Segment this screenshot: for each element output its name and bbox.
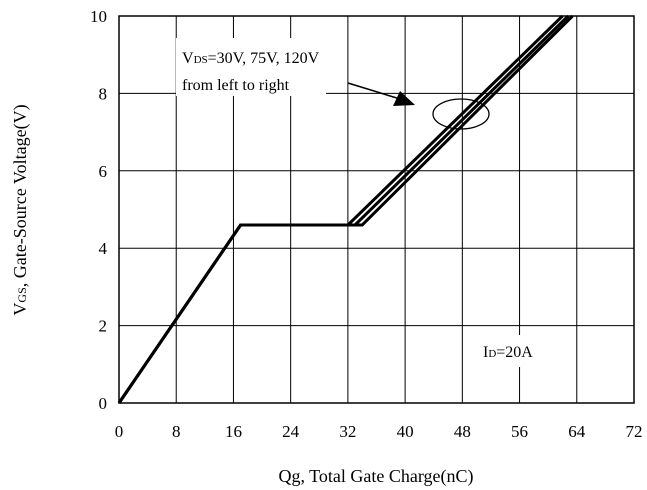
y-tick-label-3: 6 (99, 162, 108, 181)
x-tick-label-0: 0 (115, 422, 124, 441)
x-tick-label-1: 8 (172, 422, 181, 441)
x-axis-title: Qg, Total Gate Charge(nC) (278, 466, 473, 487)
x-tick-label-9: 72 (626, 422, 643, 441)
x-tick-label-4: 32 (339, 422, 356, 441)
vds-annotation-prefix: V (182, 50, 194, 67)
id-annotation-prefix: I (483, 344, 488, 361)
series-line-2 (117, 14, 574, 404)
series-lines (117, 14, 574, 404)
id-label-backdrop (475, 335, 569, 367)
curve-group-ellipse (432, 98, 490, 130)
y-tick-label-4: 8 (99, 84, 108, 103)
x-tick-label-6: 48 (454, 422, 471, 441)
x-tick-label-2: 16 (225, 422, 242, 441)
id-annotation-rest: =20A (496, 344, 533, 361)
x-tick-label-8: 64 (568, 422, 586, 441)
x-tick-label-3: 24 (282, 422, 300, 441)
vds-annotation: VDS=30V, 75V, 120V (182, 50, 320, 67)
y-axis-title: VGS, Gate-Source Voltage(V) (10, 104, 31, 315)
id-annotation: ID=20A (483, 344, 533, 361)
plot-frame (118, 15, 635, 404)
y-axis-title-rest: , Gate-Source Voltage(V) (10, 104, 31, 287)
x-tick-label-5: 40 (397, 422, 414, 441)
annotation-arrowhead (393, 91, 415, 106)
vds-annotation-rest: =30V, 75V, 120V (208, 50, 320, 67)
annotation-arrow-shaft (347, 82, 401, 100)
vds-annotation-line2: from left to right (182, 77, 290, 94)
y-tick-label-0: 0 (99, 394, 108, 413)
vds-label-backdrop (176, 38, 326, 96)
vds-annotation-sub: DS (194, 54, 208, 66)
x-tick-labels: 0 8 16 24 32 40 48 56 64 72 (115, 422, 643, 441)
y-tick-label-1: 2 (99, 317, 108, 336)
y-tick-label-2: 4 (99, 239, 108, 258)
y-axis-title-sub: GS (15, 287, 29, 302)
x-tick-label-7: 56 (511, 422, 528, 441)
id-annotation-sub: D (488, 348, 496, 360)
y-tick-labels: 0 2 4 6 8 10 (90, 7, 108, 413)
y-axis-title-prefix: V (10, 303, 30, 316)
y-tick-label-5: 10 (90, 7, 107, 26)
